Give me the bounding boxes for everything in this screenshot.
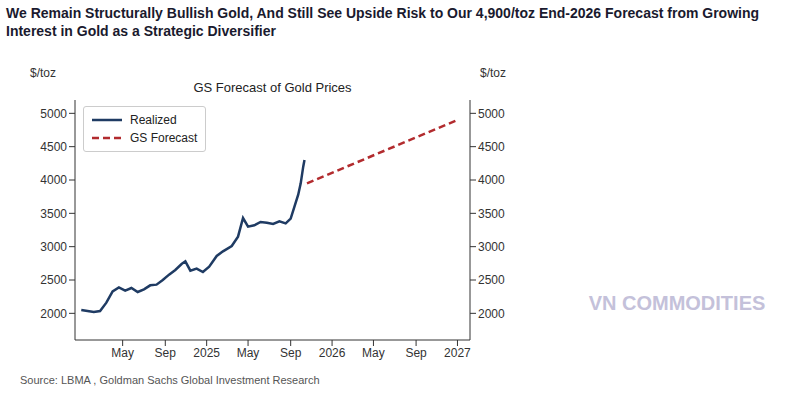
svg-text:3000: 3000 [478,240,505,254]
svg-text:2500: 2500 [40,273,67,287]
svg-text:2025: 2025 [193,346,220,360]
svg-text:Sep: Sep [280,346,302,360]
svg-text:4000: 4000 [40,173,67,187]
svg-text:2000: 2000 [40,307,67,321]
svg-text:2026: 2026 [319,346,346,360]
svg-text:3000: 3000 [40,240,67,254]
svg-text:3500: 3500 [40,207,67,221]
html-text:VN COMMODITIES: VN COMMODITIES [588,292,766,314]
svg-text:May: May [237,346,260,360]
svg-text:4500: 4500 [40,140,67,154]
html-text:$/toz: $/toz [30,66,56,80]
html-text:Source: LBMA , Goldman Sachs G: Source: LBMA , Goldman Sachs Global Inve… [20,374,320,386]
html-text:Realized: Realized [130,113,177,127]
svg-text:4000: 4000 [478,173,505,187]
svg-text:Sep: Sep [155,346,177,360]
svg-text:2000: 2000 [478,307,505,321]
svg-text:5000: 5000 [478,107,505,121]
svg-text:2500: 2500 [478,273,505,287]
svg-text:May: May [362,346,385,360]
svg-text:4500: 4500 [478,140,505,154]
html-text:$/toz: $/toz [480,66,506,80]
svg-text:3500: 3500 [478,207,505,221]
svg-text:5000: 5000 [40,107,67,121]
html-text:We Remain Structurally Bullish: We Remain Structurally Bullish Gold, And… [6,5,759,39]
html-text:GS Forecast: GS Forecast [130,131,198,145]
svg-text:2027: 2027 [444,346,471,360]
svg-text:May: May [111,346,134,360]
svg-text:Sep: Sep [405,346,427,360]
html-text:GS Forecast of Gold Prices: GS Forecast of Gold Prices [193,80,352,95]
